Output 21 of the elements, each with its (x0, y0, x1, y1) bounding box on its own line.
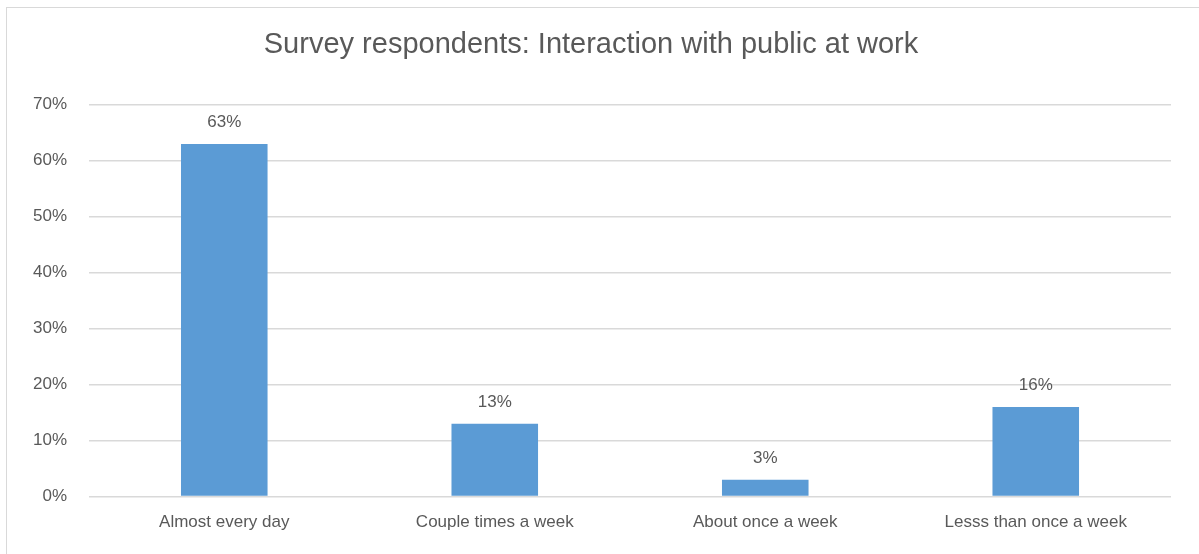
x-tick-label: Lesss than once a week (944, 512, 1128, 532)
y-tick-label: 60% (32, 150, 68, 170)
data-label: 16% (1018, 375, 1053, 395)
bar (721, 479, 809, 496)
bar (451, 423, 539, 496)
x-tick-label: Couple times a week (415, 512, 575, 532)
bar (180, 143, 268, 496)
y-tick-label: 10% (32, 430, 68, 450)
y-tick-label: 40% (32, 262, 68, 282)
data-label: 63% (207, 112, 242, 132)
y-tick-label: 70% (32, 94, 68, 114)
chart-title: Survey respondents: Interaction with public at work (263, 27, 919, 60)
x-tick-label: About once a week (692, 512, 839, 532)
bar (992, 407, 1080, 496)
y-tick-label: 30% (32, 318, 68, 338)
y-tick-label: 20% (32, 374, 68, 394)
data-label: 3% (752, 448, 778, 467)
y-tick-label: 50% (32, 206, 68, 226)
x-tick-label: Almost every day (159, 512, 290, 532)
data-label: 13% (477, 392, 512, 412)
y-tick-label: 0% (42, 486, 68, 506)
